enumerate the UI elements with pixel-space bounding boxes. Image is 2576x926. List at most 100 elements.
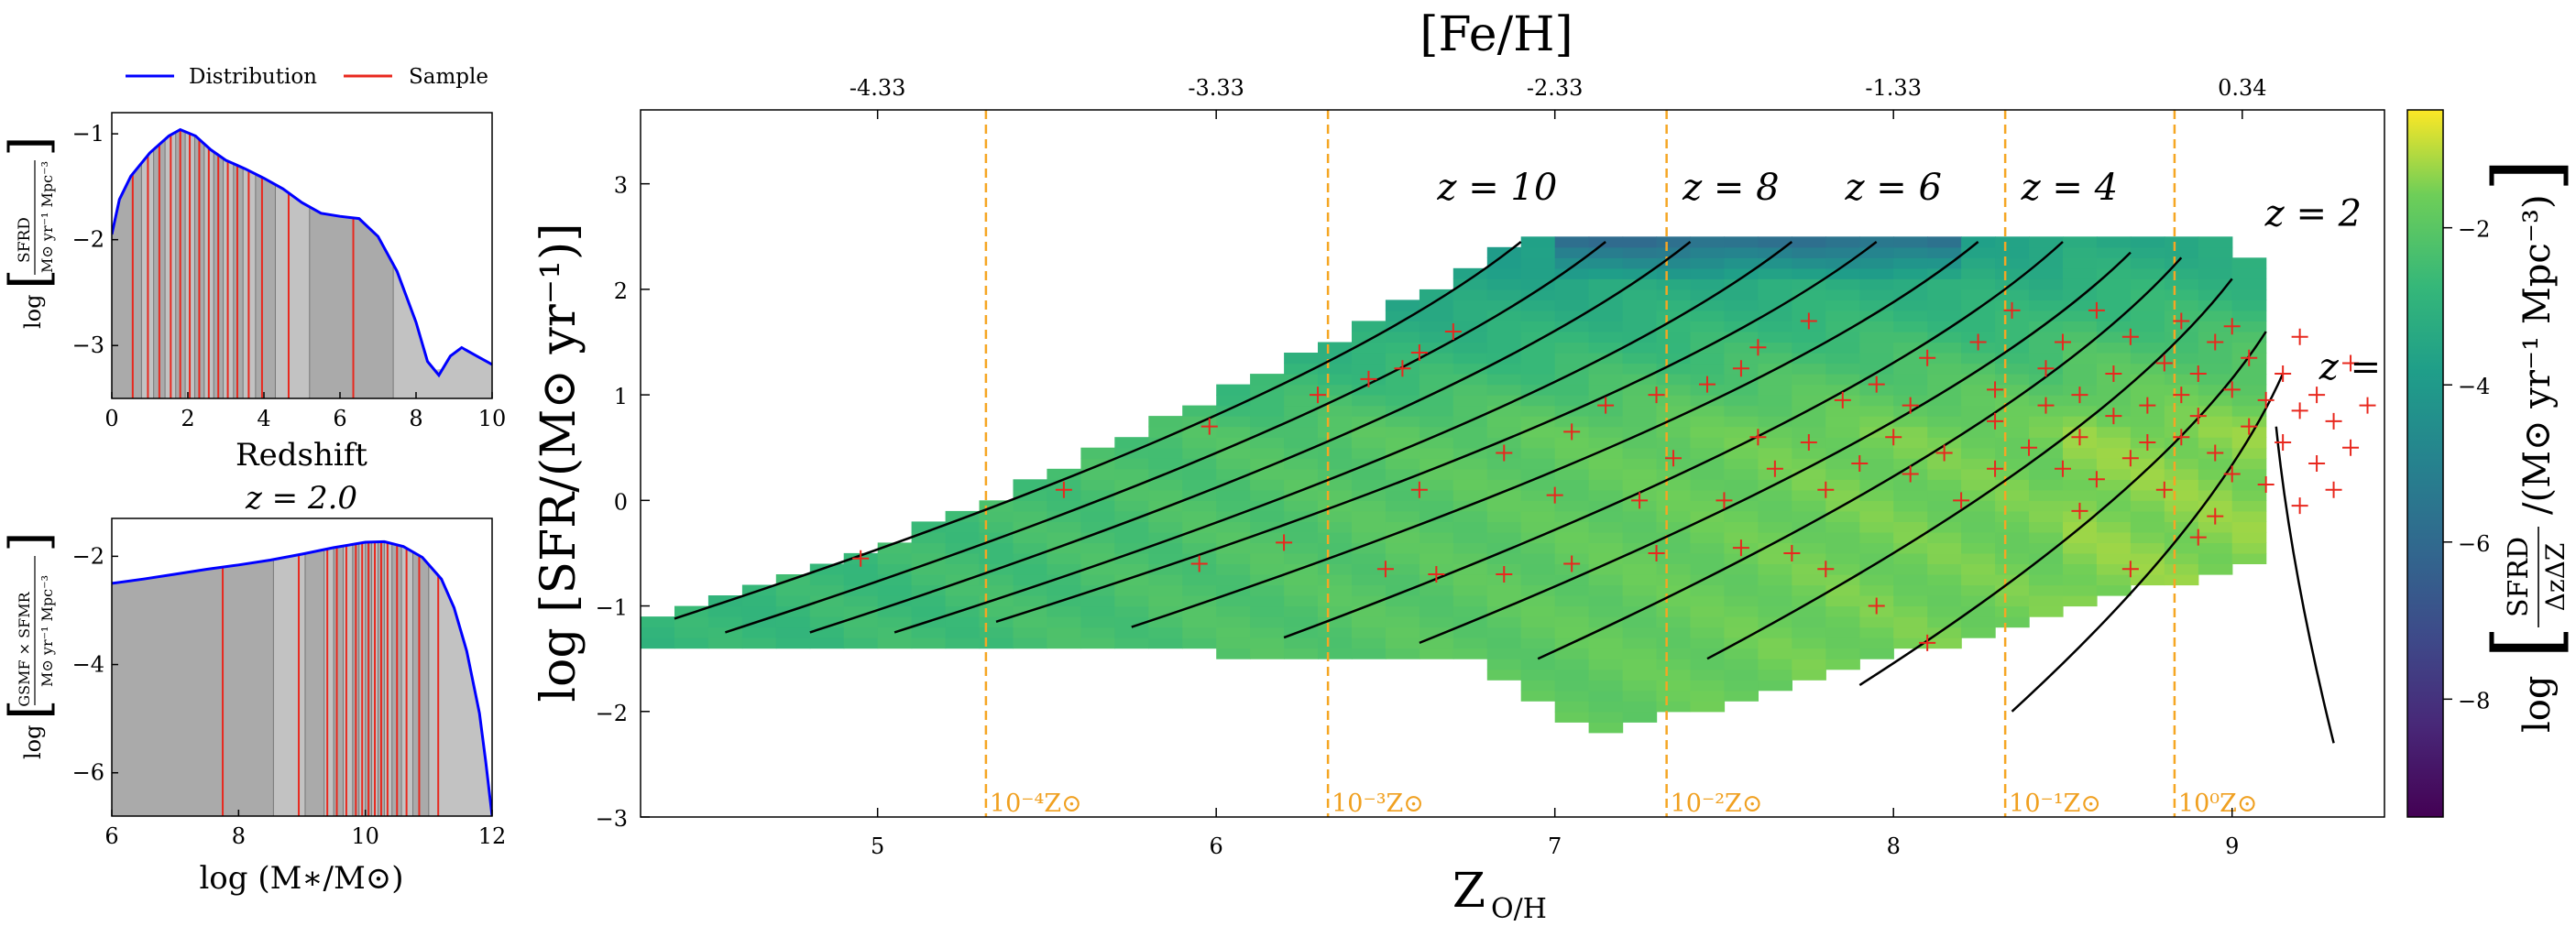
heatmap-cell-3 bbox=[674, 637, 709, 649]
heatmap-cell-1268 bbox=[2130, 278, 2165, 290]
heatmap-cell-1106 bbox=[1995, 531, 2030, 543]
panel-b-bin-2 bbox=[305, 550, 324, 816]
heatmap-cell-112 bbox=[1047, 584, 1081, 596]
heatmap-cell-1225 bbox=[2096, 384, 2132, 396]
sample-marker-10 bbox=[1410, 481, 1428, 498]
heatmap-cell-1053 bbox=[1927, 300, 1962, 311]
heatmap-cell-364 bbox=[1385, 521, 1420, 533]
heatmap-cell-343 bbox=[1352, 405, 1387, 417]
heatmap-cell-797 bbox=[1724, 426, 1759, 438]
heatmap-cell-1320 bbox=[2198, 416, 2233, 428]
sample-marker-38 bbox=[1868, 597, 1885, 615]
heatmap-cell-471 bbox=[1486, 531, 1522, 543]
heatmap-cell-1161 bbox=[2029, 332, 2064, 343]
sample-marker-73 bbox=[2189, 528, 2207, 546]
heatmap-cell-989 bbox=[1893, 563, 1928, 575]
heatmap-cell-1094 bbox=[1961, 267, 1996, 279]
heatmap-cell-1099 bbox=[1995, 605, 2030, 617]
heatmap-cell-682 bbox=[1656, 701, 1692, 713]
panel-b-xtick-label-3: 12 bbox=[478, 823, 507, 849]
heatmap-cell-12 bbox=[741, 637, 777, 649]
heatmap-cell-689 bbox=[1656, 626, 1692, 638]
heatmap-cell-1330 bbox=[2198, 310, 2233, 321]
panel-a-xtick-label-1: 2 bbox=[181, 406, 194, 431]
heatmap-cell-1364 bbox=[2231, 278, 2267, 290]
heatmap-cell-702 bbox=[1656, 489, 1692, 501]
heatmap-cell-417 bbox=[1419, 321, 1454, 332]
heatmap-cell-227 bbox=[1216, 447, 1251, 459]
panel-a-xtick-label-2: 4 bbox=[257, 406, 270, 431]
heatmap-cell-703 bbox=[1656, 479, 1692, 491]
heatmap-cell-949 bbox=[1859, 574, 1894, 586]
heatmap-cell-1204 bbox=[2063, 246, 2098, 258]
heatmap-cell-665 bbox=[1622, 405, 1658, 417]
heatmap-cell-1316 bbox=[2198, 458, 2233, 470]
heatmap-cell-973 bbox=[1859, 321, 1894, 332]
sample-marker-82 bbox=[2241, 349, 2258, 366]
heatmap-cell-139 bbox=[1080, 479, 1115, 491]
heatmap-cell-505 bbox=[1520, 626, 1556, 638]
heatmap-cell-1110 bbox=[1995, 489, 2030, 501]
panel-c-xlabel: Z O/H bbox=[1452, 864, 1547, 925]
heatmap-cell-679 bbox=[1622, 257, 1658, 269]
heatmap-cell-680 bbox=[1622, 246, 1658, 258]
heatmap-cell-810 bbox=[1724, 289, 1759, 300]
heatmap-cell-4 bbox=[674, 626, 709, 638]
heatmap-cell-86 bbox=[979, 542, 1014, 554]
heatmap-cell-1217 bbox=[2096, 468, 2132, 480]
redshift-track-3 bbox=[893, 241, 1793, 634]
heatmap-cell-371 bbox=[1385, 447, 1420, 459]
heatmap-cell-430 bbox=[1452, 552, 1488, 564]
heatmap-cell-249 bbox=[1250, 489, 1285, 501]
heatmap-cell-322 bbox=[1352, 626, 1387, 638]
heatmap-cell-753 bbox=[1690, 426, 1726, 438]
heatmap-cell-783 bbox=[1724, 574, 1759, 586]
heatmap-cell-1095 bbox=[1961, 257, 1996, 269]
heatmap-cell-1319 bbox=[2198, 426, 2233, 438]
heatmap-cell-1141 bbox=[2029, 542, 2064, 554]
heatmap-cell-597 bbox=[1588, 637, 1624, 649]
panel-c-xtick-label-1: 6 bbox=[1210, 833, 1223, 859]
heatmap-cell-1264 bbox=[2130, 321, 2165, 332]
redshift-label-0: z = 10 bbox=[1436, 167, 1557, 209]
panel-c-top-xlabel: [Fe/H] bbox=[1420, 7, 1573, 62]
heatmap-cell-594 bbox=[1588, 669, 1624, 681]
heatmap-cell-1021 bbox=[1927, 637, 1962, 649]
heatmap-cell-943 bbox=[1859, 637, 1894, 649]
heatmap-cell-1045 bbox=[1927, 384, 1962, 396]
panel-b-ytick-label-1: −4 bbox=[72, 652, 104, 678]
sample-marker-92 bbox=[2325, 412, 2342, 430]
heatmap-cell-771 bbox=[1690, 236, 1726, 248]
sample-marker-67 bbox=[2139, 433, 2156, 451]
heatmap-cell-191 bbox=[1182, 574, 1217, 586]
heatmap-cell-478 bbox=[1486, 458, 1522, 470]
heatmap-cell-992 bbox=[1893, 531, 1928, 543]
heatmap-cell-438 bbox=[1452, 468, 1488, 480]
heatmap-cell-565 bbox=[1554, 479, 1590, 491]
heatmap-cell-734 bbox=[1690, 626, 1726, 638]
heatmap-cell-519 bbox=[1520, 479, 1556, 491]
heatmap-cell-239 bbox=[1250, 595, 1285, 607]
heatmap-cell-185 bbox=[1182, 637, 1217, 649]
heatmap-cell-990 bbox=[1893, 552, 1928, 564]
heatmap-cell-548 bbox=[1554, 659, 1590, 670]
svg-text:GSMF × SFMR: GSMF × SFMR bbox=[16, 591, 33, 706]
svg-text:ΔzΔZ: ΔzΔZ bbox=[2540, 543, 2571, 612]
heatmap-cell-1365 bbox=[2231, 267, 2267, 279]
heatmap-cell-58 bbox=[911, 574, 947, 586]
heatmap-cell-1138 bbox=[2029, 574, 2064, 586]
heatmap-cell-953 bbox=[1859, 531, 1894, 543]
heatmap-cell-710 bbox=[1656, 405, 1692, 417]
heatmap-cell-75 bbox=[945, 521, 981, 533]
heatmap-cell-1312 bbox=[2198, 500, 2233, 512]
panel-a-xtick-label-0: 0 bbox=[104, 406, 118, 431]
heatmap-cell-323 bbox=[1352, 616, 1387, 628]
heatmap-cell-1050 bbox=[1927, 332, 1962, 343]
heatmap-cell-389 bbox=[1419, 616, 1454, 628]
heatmap-cell-1242 bbox=[2130, 552, 2165, 564]
heatmap-cell-886 bbox=[1792, 384, 1826, 396]
panel-b-bin-15 bbox=[428, 564, 492, 816]
svg-text:/(M⊙ yr⁻¹ Mpc⁻³): /(M⊙ yr⁻¹ Mpc⁻³) bbox=[2516, 194, 2559, 515]
heatmap-cell-1125 bbox=[1995, 332, 2030, 343]
sample-marker-44 bbox=[1935, 444, 1953, 462]
